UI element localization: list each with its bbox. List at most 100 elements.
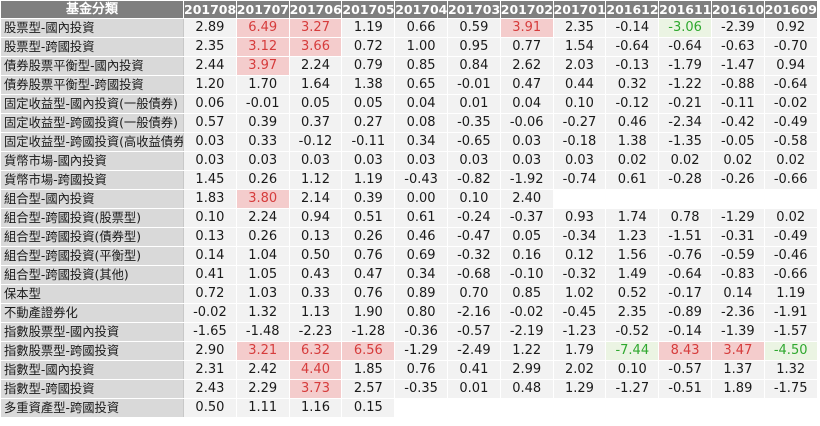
- value-cell: 0.39: [341, 189, 396, 209]
- value-cell: -0.49: [763, 113, 818, 133]
- value-cell: -0.64: [605, 37, 660, 57]
- value-cell: 0.76: [341, 246, 396, 266]
- value-cell: -0.34: [552, 227, 607, 247]
- value-cell: 1.54: [552, 37, 607, 57]
- value-cell: 0.69: [394, 246, 448, 266]
- row-category: 不動產證券化: [0, 303, 184, 323]
- value-cell: 0.50: [288, 246, 343, 266]
- value-cell: 3.66: [288, 37, 343, 57]
- value-cell: 0.41: [446, 360, 501, 380]
- value-cell: 2.24: [288, 56, 343, 76]
- row-category: 組合型-國內投資: [0, 189, 184, 209]
- header-period: 201610: [710, 0, 765, 19]
- value-cell: -0.58: [763, 132, 818, 152]
- table-row: 貨幣市場-國內投資 0.03 0.03 0.03 0.03 0.03 0.03 0.03 0.0…: [0, 151, 818, 171]
- value-cell: 2.40: [499, 189, 554, 209]
- value-cell: 1.64: [288, 75, 343, 95]
- value-cell: [763, 189, 818, 209]
- value-cell: -0.02: [183, 303, 237, 323]
- value-cell: 0.37: [288, 113, 343, 133]
- value-cell: -0.26: [710, 170, 765, 190]
- value-cell: 0.61: [394, 208, 448, 228]
- value-cell: 1.12: [288, 170, 343, 190]
- value-cell: 0.33: [288, 284, 343, 304]
- table-row: 組合型-跨國投資(其他) 0.41 1.05 0.43 0.47 0.34 -0.68 -0.…: [0, 265, 818, 285]
- value-cell: 0.06: [183, 94, 237, 114]
- value-cell: -0.10: [499, 265, 554, 285]
- value-cell: 0.85: [499, 284, 554, 304]
- table-row: 股票型-跨國投資 2.35 3.12 3.66 0.72 1.00 0.95 0.77 1.54…: [0, 37, 818, 57]
- value-cell: 0.02: [763, 151, 818, 171]
- value-cell: 1.90: [341, 303, 396, 323]
- value-cell: 0.85: [394, 56, 448, 76]
- value-cell: [605, 189, 660, 209]
- value-cell: 1.04: [235, 246, 290, 266]
- value-cell: 0.47: [341, 265, 396, 285]
- value-cell: 0.80: [394, 303, 448, 323]
- value-cell: 1.19: [341, 18, 396, 38]
- value-cell: -0.31: [710, 227, 765, 247]
- value-cell: -0.52: [605, 322, 660, 342]
- value-cell: 0.46: [605, 113, 660, 133]
- value-cell: 0.26: [235, 170, 290, 190]
- value-cell: 6.32: [288, 341, 343, 361]
- value-cell: 0.00: [394, 189, 448, 209]
- header-period: 201611: [658, 0, 712, 19]
- table-row: 組合型-跨國投資(股票型) 0.10 2.24 0.94 0.51 0.61 -0.24 -0…: [0, 208, 818, 228]
- value-cell: -0.64: [658, 265, 712, 285]
- value-cell: 4.40: [288, 360, 343, 380]
- value-cell: -0.12: [605, 94, 660, 114]
- value-cell: 1.32: [763, 360, 818, 380]
- value-cell: [710, 189, 765, 209]
- value-cell: 1.49: [605, 265, 660, 285]
- row-category: 指數股票型-跨國投資: [0, 341, 184, 361]
- value-cell: 2.24: [235, 208, 290, 228]
- value-cell: -0.63: [710, 37, 765, 57]
- value-cell: 1.83: [183, 189, 237, 209]
- value-cell: -0.17: [658, 284, 712, 304]
- value-cell: 0.26: [235, 227, 290, 247]
- value-cell: 0.03: [552, 151, 607, 171]
- value-cell: 3.21: [235, 341, 290, 361]
- row-category: 指數型-國內投資: [0, 360, 184, 380]
- value-cell: 1.22: [499, 341, 554, 361]
- value-cell: [658, 189, 712, 209]
- value-cell: -0.65: [446, 132, 501, 152]
- value-cell: -1.79: [658, 56, 712, 76]
- value-cell: -0.13: [605, 56, 660, 76]
- value-cell: [552, 189, 607, 209]
- value-cell: 1.38: [605, 132, 660, 152]
- value-cell: -0.70: [763, 37, 818, 57]
- value-cell: 0.13: [288, 227, 343, 247]
- value-cell: -1.27: [605, 379, 660, 399]
- value-cell: 0.04: [394, 94, 448, 114]
- value-cell: 8.43: [658, 341, 712, 361]
- row-category: 組合型-跨國投資(債券型): [0, 227, 184, 247]
- header-period: 201703: [446, 0, 501, 19]
- value-cell: 2.02: [552, 360, 607, 380]
- value-cell: 0.94: [763, 56, 818, 76]
- value-cell: -0.45: [552, 303, 607, 323]
- value-cell: 0.04: [499, 94, 554, 114]
- row-category: 債券股票平衡型-國內投資: [0, 56, 184, 76]
- value-cell: -0.35: [446, 113, 501, 133]
- value-cell: 1.00: [394, 37, 448, 57]
- value-cell: -0.37: [499, 208, 554, 228]
- value-cell: 1.70: [235, 75, 290, 95]
- value-cell: -1.28: [341, 322, 396, 342]
- value-cell: 0.03: [288, 151, 343, 171]
- value-cell: 1.20: [183, 75, 237, 95]
- value-cell: 0.89: [394, 284, 448, 304]
- value-cell: 0.46: [394, 227, 448, 247]
- row-category: 股票型-跨國投資: [0, 37, 184, 57]
- value-cell: 0.43: [288, 265, 343, 285]
- value-cell: 0.61: [605, 170, 660, 190]
- value-cell: [605, 398, 660, 418]
- value-cell: 0.93: [552, 208, 607, 228]
- row-category: 保本型: [0, 284, 184, 304]
- value-cell: 0.51: [341, 208, 396, 228]
- table-header-row: 基金分類 201708 201707 201706 201705 201704 20170…: [0, 0, 818, 19]
- value-cell: 0.03: [394, 151, 448, 171]
- value-cell: -2.16: [446, 303, 501, 323]
- value-cell: -0.02: [763, 94, 818, 114]
